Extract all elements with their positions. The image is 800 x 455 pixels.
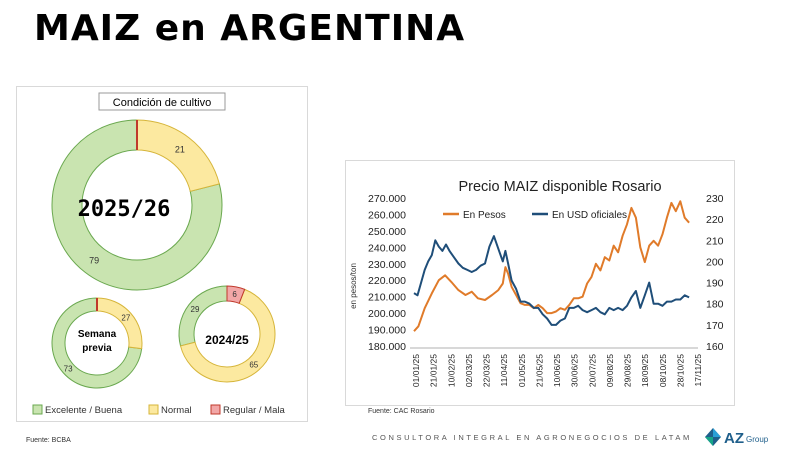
donut-prev-center-label-line1: Semana: [78, 329, 117, 340]
donut-value-label: 6: [232, 290, 237, 299]
y-left-tick-label: 210.000: [368, 292, 406, 304]
y-right-tick-label: 220: [706, 214, 724, 226]
price-line-chart: Precio MAIZ disponible Rosario en pesos/…: [349, 179, 724, 387]
y-right-tick-label: 190: [706, 278, 724, 290]
legend-label-usd: En USD oficiales: [552, 210, 627, 221]
y-left-tick-label: 190.000: [368, 325, 406, 337]
x-tick-label: 09/08/25: [605, 354, 615, 387]
logo-subtext: Group: [746, 435, 769, 444]
y-right-tick-label: 160: [706, 341, 724, 353]
series-lines: [413, 200, 690, 332]
x-tick-label: 01/05/25: [517, 354, 527, 387]
donut-slice-excelente-buena: [51, 119, 223, 291]
y-axis-right: 160 170 180 190 200 210 220 230: [706, 193, 724, 353]
series-line-en-pesos: [413, 200, 690, 332]
x-tick-label: 02/03/25: [464, 354, 474, 387]
y-left-tick-label: 270.000: [368, 193, 406, 205]
legend-swatch-regular: [210, 404, 221, 415]
donut-2425-center-label: 2024/25: [205, 333, 249, 347]
y-left-tick-label: 260.000: [368, 209, 406, 221]
y-right-tick-label: 200: [706, 256, 724, 268]
x-tick-label: 21/01/25: [429, 354, 439, 387]
x-tick-label: 20/07/25: [587, 354, 597, 387]
y-left-tick-label: 240.000: [368, 242, 406, 254]
crop-condition-chart: Condición de cultivo 79 21 73 27 29 65 6 202…: [32, 92, 285, 416]
left-source-note: Fuente: BCBA: [26, 437, 71, 444]
y-axis-label: en pesos/ton: [349, 263, 358, 309]
donut-slice-regular-mala: [226, 285, 246, 304]
donut-slice-normal: [136, 119, 220, 192]
donut-value-label: 29: [191, 305, 200, 314]
page-title: MAIZ en ARGENTINA: [34, 8, 466, 49]
donut-chart-title: Condición de cultivo: [113, 97, 211, 109]
x-tick-label: 11/04/25: [499, 354, 509, 387]
right-source-note: Fuente: CAC Rosario: [368, 408, 435, 415]
x-tick-label: 30/06/25: [570, 354, 580, 387]
y-left-tick-label: 250.000: [368, 226, 406, 238]
donut-prev-center-label-line2: previa: [82, 343, 112, 354]
donut-main-center-label: 2025/26: [78, 197, 171, 222]
legend-label-regular: Regular / Mala: [223, 405, 285, 416]
series-line-en-usd-oficiales: [413, 235, 690, 326]
y-left-tick-label: 200.000: [368, 308, 406, 320]
donut-slice-normal: [96, 297, 143, 350]
donut-2024-25: 29 65 6: [178, 285, 276, 383]
legend-label-pesos: En Pesos: [463, 210, 506, 221]
line-legend: En Pesos En USD oficiales: [443, 210, 627, 221]
donut-value-label: 27: [121, 314, 130, 323]
donut-value-label: 73: [64, 364, 73, 373]
x-tick-label: 29/08/25: [623, 354, 633, 387]
donut-value-label: 65: [249, 360, 258, 369]
x-tick-label: 21/05/25: [534, 354, 544, 387]
line-chart-title: Precio MAIZ disponible Rosario: [458, 179, 661, 195]
x-axis: 01/01/25 21/01/25 10/02/25 02/03/25 22/03/25…: [410, 347, 703, 387]
legend-swatch-excelente: [32, 404, 43, 415]
donut-2025-26: 79 21: [51, 119, 223, 291]
y-right-tick-label: 170: [706, 320, 724, 332]
x-tick-label: 10/02/25: [446, 354, 456, 387]
y-right-tick-label: 210: [706, 235, 724, 247]
x-tick-label: 17/11/25: [693, 354, 703, 387]
legend-label-normal: Normal: [161, 405, 192, 416]
x-tick-label: 08/10/25: [658, 354, 668, 387]
donut-value-label: 79: [89, 255, 99, 265]
y-right-tick-label: 230: [706, 193, 724, 205]
price-chart-panel: Precio MAIZ disponible Rosario en pesos/…: [345, 160, 735, 406]
donut-slice-excelente-buena: [51, 297, 143, 389]
y-right-tick-label: 180: [706, 299, 724, 311]
az-group-logo: AZ Group: [703, 424, 783, 455]
legend-swatch-normal: [148, 404, 159, 415]
donut-semana-previa: 73 27: [51, 297, 143, 389]
logo-text: AZ: [724, 430, 744, 447]
donut-legend: Excelente / Buena Normal Regular / Mala: [32, 404, 285, 416]
y-left-tick-label: 220.000: [368, 275, 406, 287]
donut-value-label: 21: [175, 145, 185, 155]
y-left-tick-label: 180.000: [368, 341, 406, 353]
x-tick-label: 01/01/25: [411, 354, 421, 387]
x-tick-label: 28/10/25: [675, 354, 685, 387]
legend-label-excelente: Excelente / Buena: [45, 405, 123, 416]
x-tick-label: 18/09/25: [640, 354, 650, 387]
y-axis-left: 180.000 190.000 200.000 210.000 220.000 230.0…: [368, 193, 406, 353]
donut-slice-normal: [179, 288, 276, 383]
x-tick-label: 10/06/25: [552, 354, 562, 387]
x-tick-label: 22/03/25: [482, 354, 492, 387]
y-left-tick-label: 230.000: [368, 259, 406, 271]
crop-condition-panel: Condición de cultivo 79 21 73 27 29 65 6 202…: [16, 86, 308, 422]
footer-tagline: CONSULTORA INTEGRAL EN AGRONEGOCIOS DE L…: [372, 433, 692, 442]
